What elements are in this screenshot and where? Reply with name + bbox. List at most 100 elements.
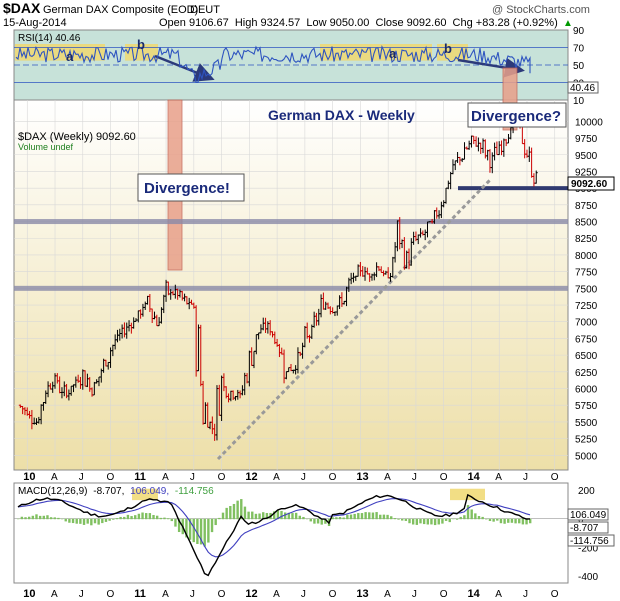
macd-histogram-bar [60,518,64,520]
macd-histogram-bar [331,517,334,520]
price-tick-label: 5250 [575,435,598,446]
macd-histogram-bar [433,518,437,526]
macd-histogram-bar [265,512,269,520]
macd-histogram-bar [42,515,45,520]
macd-histogram-bar [236,500,239,520]
macd-histogram-bar [145,513,148,520]
macd-histogram-bar [229,506,232,520]
macd-histogram-bar [448,518,451,523]
macd-histogram-bar [137,513,141,520]
x-tick-label: O [218,472,226,483]
ohlc-summary: Open 9106.67 High 9324.57 Low 9050.00 Cl… [159,17,558,29]
x-tick-label: A [162,589,169,600]
macd-histogram-bar [401,518,404,521]
macd-histogram-bar [188,518,192,540]
macd-histogram-bar [302,516,305,520]
macd-histogram-bar [390,516,393,520]
macd-tag-macd: -8.707 [567,521,609,534]
macd-histogram-bar [360,513,364,520]
macd-histogram-bar [75,518,78,524]
macd-histogram-bar [455,518,459,520]
macd-histogram-bar [218,517,221,520]
macd-histogram-bar [115,518,119,520]
support-line-recent [458,186,568,191]
macd-histogram-bar [163,517,166,520]
macd-histogram-bar [503,518,506,524]
macd-histogram-bar [444,518,448,521]
watermark: @ StockCharts.com [492,4,590,16]
macd-histogram-bar [313,518,316,524]
price-tick-label: 6000 [575,385,598,396]
macd-histogram-bar [119,516,122,520]
macd-histogram-bar [291,513,294,520]
macd-histogram-bar [485,518,488,520]
macd-histogram-bar [477,516,481,520]
svg-text:40.46: 40.46 [570,83,595,94]
rsi-label: RSI(14) 40.46 [18,33,81,44]
macd-histogram-bar [130,516,133,520]
macd-histogram-bar [108,518,111,521]
support-band [14,219,568,225]
macd-histogram-bar [386,514,389,520]
macd-panel: MACD(12,26,9) -8.707, 106.049, -114.756 … [13,482,615,584]
svg-text:-8.707: -8.707 [570,523,599,534]
macd-histogram-bar [382,514,386,520]
rsi-tick-label: 90 [573,26,585,37]
rsi-annotation-a2: a [389,46,397,61]
price-tick-label: 6750 [575,334,598,345]
macd-histogram-bar [459,516,462,520]
macd-histogram-bar [411,518,415,525]
macd-histogram-bar [452,518,455,520]
macd-histogram-bar [104,518,108,522]
macd-histogram-bar [510,518,514,523]
macd-histogram-bar [112,518,115,520]
svg-text:Divergence?: Divergence? [471,108,561,125]
macd-histogram-bar [192,518,195,543]
macd-histogram-bar [474,513,477,520]
macd-histogram-bar [207,518,210,543]
x-tick-label: J [301,472,306,483]
x-tick-label: O [551,472,559,483]
rsi-annotation-b2: b [444,41,452,56]
divergence-label-2: Divergence? [467,102,567,128]
rising-trendline [216,178,492,461]
macd-histogram-bar [53,517,56,520]
price-tick-label: 8000 [575,251,598,262]
macd-histogram-bar [126,514,130,520]
x-tick-label: O [329,472,337,483]
divergence-label-1: Divergence! [137,173,245,202]
x-tick-label: A [384,472,391,483]
x-tick-label: O [551,589,559,600]
macd-histogram-bar [262,512,265,520]
rsi-annotation-a1: a [66,49,74,64]
macd-histogram-bar [430,518,433,525]
rsi-highlight-zone [437,44,468,61]
macd-histogram-bar [251,511,254,520]
macd-signal-line [17,498,531,558]
macd-highlight-zone [132,488,158,501]
support-band [14,285,568,291]
last-price-tag: 9092.60 [567,176,615,191]
macd-tick-label: -400 [578,572,598,583]
price-tick-label: 9250 [575,167,598,178]
macd-histogram-bar [31,515,35,520]
macd-histogram-bar [368,512,371,520]
symbol-description: German DAX Composite (EOD) [43,4,198,16]
macd-histogram-bar [525,518,528,525]
macd-histogram-bar [466,505,470,520]
macd-histogram-bar [529,518,532,524]
macd-histogram-bar [24,517,27,520]
macd-histogram-bar [141,512,144,520]
macd-histogram-bar [404,518,408,521]
x-tick-label: J [412,472,417,483]
price-tick-label: 5500 [575,418,598,429]
price-panel: $DAX (Weekly) 9092.60 Volume undef Germa… [13,67,615,471]
x-tick-label: O [107,472,115,483]
macd-histogram-bar [492,518,495,522]
macd-histogram-bar [324,518,327,524]
macd-histogram-bar [507,518,510,523]
macd-histogram-bar [518,518,521,524]
macd-histogram-bar [123,516,126,520]
x-axis-bottom: 10 A J O 11 A J O 12 A J O 13 A J O 14 A J O [23,588,558,600]
